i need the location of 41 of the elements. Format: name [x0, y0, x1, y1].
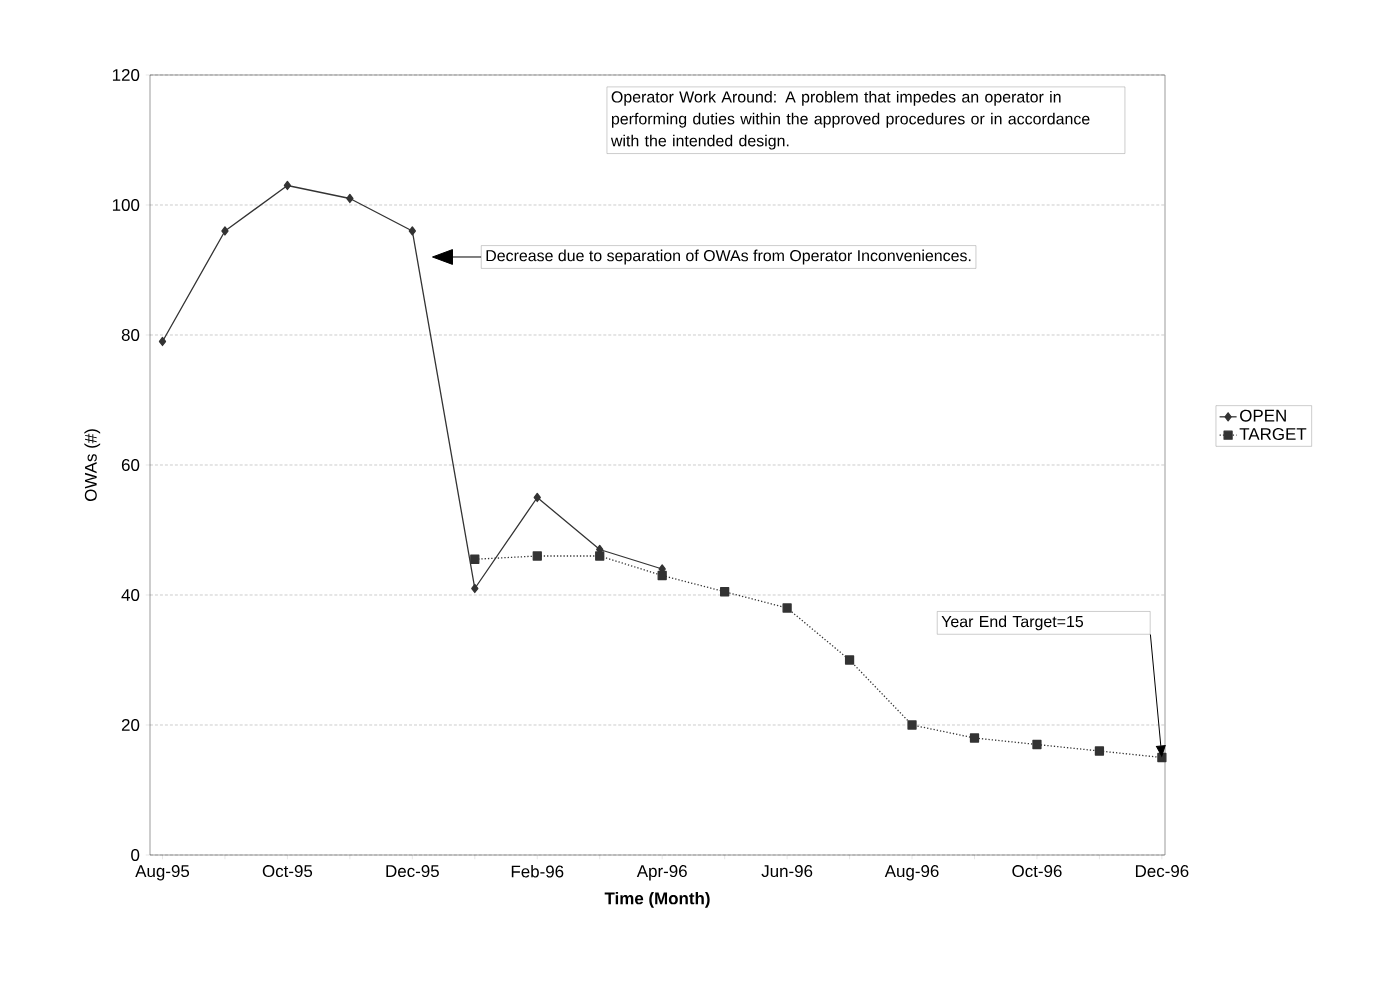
point	[969, 733, 980, 743]
y-tick-label: 120	[112, 68, 140, 81]
legend-label: TARGET	[1239, 427, 1307, 440]
x-tick-label: Feb-96	[511, 865, 564, 878]
x-tick-label: Aug-96	[884, 865, 939, 881]
annotation: Operator Work Around: A problem that impedes an operator in performing duties within the approved procedures or in accordance with the intended design.	[610, 90, 1090, 150]
x-tick-label: Apr-96	[636, 865, 687, 881]
point	[533, 492, 541, 503]
x-axis-title: Time (Month)	[604, 891, 710, 908]
point	[221, 226, 229, 236]
y-axis-title: OWAs (#)	[84, 429, 101, 502]
x-tick-label: Aug-95	[135, 865, 190, 881]
point	[844, 655, 855, 665]
point	[408, 226, 416, 236]
point	[158, 336, 167, 347]
point	[657, 570, 667, 581]
x-tick-label: Dec-95	[386, 865, 439, 878]
y-tick-label: 100	[112, 198, 140, 211]
point	[532, 551, 542, 561]
legend-label: OPEN	[1240, 409, 1286, 422]
x-tick-label: Oct-96	[1012, 865, 1062, 878]
x-tick-label: Jun-96	[761, 865, 813, 878]
point	[470, 554, 480, 564]
annotation: Decrease due to separation of OWAs from Operator Inconveniences.	[486, 249, 971, 265]
point	[471, 583, 479, 594]
point	[346, 193, 354, 204]
point	[782, 603, 792, 613]
point	[1094, 746, 1105, 756]
y-tick-label: 20	[121, 719, 140, 731]
point	[1032, 739, 1042, 750]
x-tick-label: Dec-96	[1135, 865, 1189, 878]
point	[907, 720, 917, 730]
point	[595, 551, 605, 561]
y-tick-label: 40	[121, 589, 140, 601]
point	[720, 587, 730, 597]
point	[283, 180, 292, 191]
annotation: Year End Target=15	[941, 615, 1084, 631]
y-tick-label: 60	[121, 459, 140, 471]
y-tick-label: 0	[131, 849, 140, 861]
x-tick-label: Oct-95	[262, 865, 313, 878]
y-tick-label: 80	[121, 328, 140, 341]
